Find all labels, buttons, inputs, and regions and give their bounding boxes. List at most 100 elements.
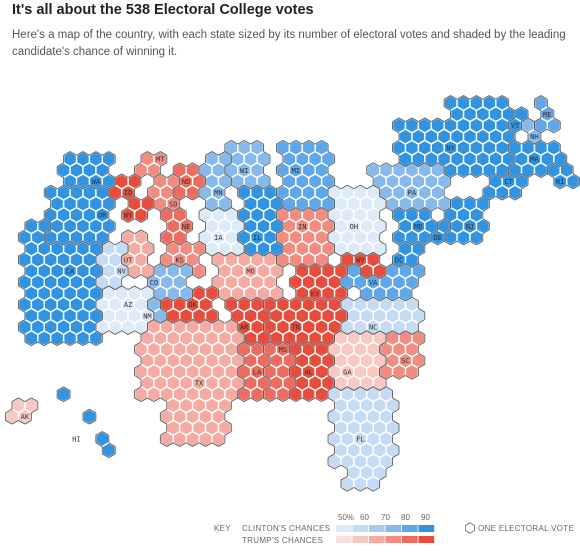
hex-ny	[476, 128, 490, 145]
state-border-sc	[392, 375, 400, 380]
state-border-ri	[553, 184, 561, 190]
state-border-pa	[431, 162, 438, 167]
hex-ga	[360, 352, 374, 369]
state-border-va	[347, 285, 355, 291]
state-border-vt	[514, 106, 522, 111]
state-border-pa	[443, 184, 451, 190]
state-border-ma	[514, 139, 522, 145]
state-border-mi	[276, 173, 284, 179]
state-border-co	[179, 263, 187, 268]
state-border-ca	[24, 341, 32, 347]
hex-ny	[411, 128, 425, 145]
hex-ca	[63, 308, 77, 324]
state-border-il	[276, 218, 284, 223]
state-border-al	[321, 397, 329, 403]
state-border-ny	[392, 139, 400, 145]
state-border-vt	[521, 106, 529, 111]
state-border-hi	[56, 397, 64, 403]
state-border-va	[392, 263, 400, 268]
hex-oh	[347, 196, 361, 212]
hex-ca	[37, 308, 51, 324]
state-border-la	[263, 386, 271, 391]
state-border-hi	[108, 442, 116, 447]
hex-tn	[295, 308, 309, 324]
state-border-in	[321, 263, 329, 268]
state-border-tn	[314, 296, 322, 302]
state-border-wa	[108, 184, 116, 190]
hex-tx	[218, 375, 232, 391]
state-border-ny	[463, 95, 471, 100]
state-border-in	[289, 263, 297, 268]
hex-or	[76, 218, 90, 234]
legend-trump-swatch	[369, 536, 385, 543]
state-border-nc	[392, 296, 400, 302]
state-border-ak	[31, 408, 39, 414]
state-border-mo	[276, 274, 284, 279]
legend-tick-1: 60	[360, 513, 369, 522]
state-border-nj	[476, 195, 484, 201]
state-border-sc	[411, 330, 419, 335]
state-border-in	[302, 207, 309, 212]
hex-tn	[302, 319, 316, 335]
hex-tx	[192, 375, 206, 391]
state-border-mn	[218, 151, 226, 156]
hex-ca	[76, 263, 90, 279]
state-border-az	[147, 296, 155, 302]
hex-or	[89, 196, 103, 212]
state-border-wa	[63, 151, 71, 156]
state-border-fl	[340, 487, 348, 492]
hex-md	[411, 218, 425, 234]
hex-ky	[315, 274, 329, 290]
state-label-ms: MS	[279, 346, 287, 354]
hex-nj	[456, 207, 471, 223]
state-border-id	[127, 195, 135, 201]
state-border-wv	[379, 263, 387, 268]
state-border-nh	[521, 117, 529, 123]
state-label-nh: NH	[530, 133, 538, 141]
state-border-mo	[263, 296, 271, 302]
state-border-tx	[160, 419, 168, 425]
hex-tx	[211, 386, 226, 402]
state-border-fl	[392, 419, 400, 425]
state-border-ga	[340, 330, 348, 335]
state-border-va	[366, 274, 374, 279]
hex-tx	[218, 352, 232, 369]
state-border-dc	[405, 240, 413, 246]
state-border-nm	[153, 296, 161, 302]
state-border-ia	[205, 207, 213, 212]
state-border-ma	[534, 173, 542, 179]
hex-mo	[237, 274, 251, 290]
state-border-mo	[243, 296, 251, 302]
hex-wi	[237, 162, 251, 178]
state-border-ny	[411, 117, 419, 123]
state-border-tx	[134, 363, 142, 369]
state-border-ne	[160, 218, 168, 223]
state-border-hi	[95, 431, 103, 436]
state-label-mn: MN	[214, 189, 222, 197]
state-border-or	[108, 195, 116, 201]
state-border-ga	[347, 330, 355, 335]
state-border-wy	[140, 218, 148, 223]
state-border-ny	[469, 95, 477, 100]
state-border-ny	[418, 117, 426, 123]
state-border-ia	[237, 229, 245, 235]
hex-ar	[244, 308, 258, 324]
state-border-wy	[121, 218, 129, 223]
state-border-ny	[392, 117, 400, 123]
state-border-in	[308, 207, 316, 212]
legend-trump-swatch	[402, 536, 418, 543]
hex-tx	[198, 341, 213, 358]
state-label-sc: SC	[401, 357, 409, 365]
state-border-md	[424, 207, 432, 212]
hex-az	[127, 308, 142, 324]
hex-tx	[179, 375, 193, 391]
state-label-fl: FL	[356, 436, 364, 444]
hex-mo	[256, 263, 271, 279]
legend-clinton-swatch	[352, 525, 369, 532]
state-border-az	[147, 319, 155, 324]
state-border-nd	[179, 162, 187, 167]
hex-mi	[289, 162, 303, 178]
state-border-ri	[566, 162, 574, 167]
hex-az	[115, 308, 129, 324]
legend-clinton-swatch	[418, 525, 435, 532]
